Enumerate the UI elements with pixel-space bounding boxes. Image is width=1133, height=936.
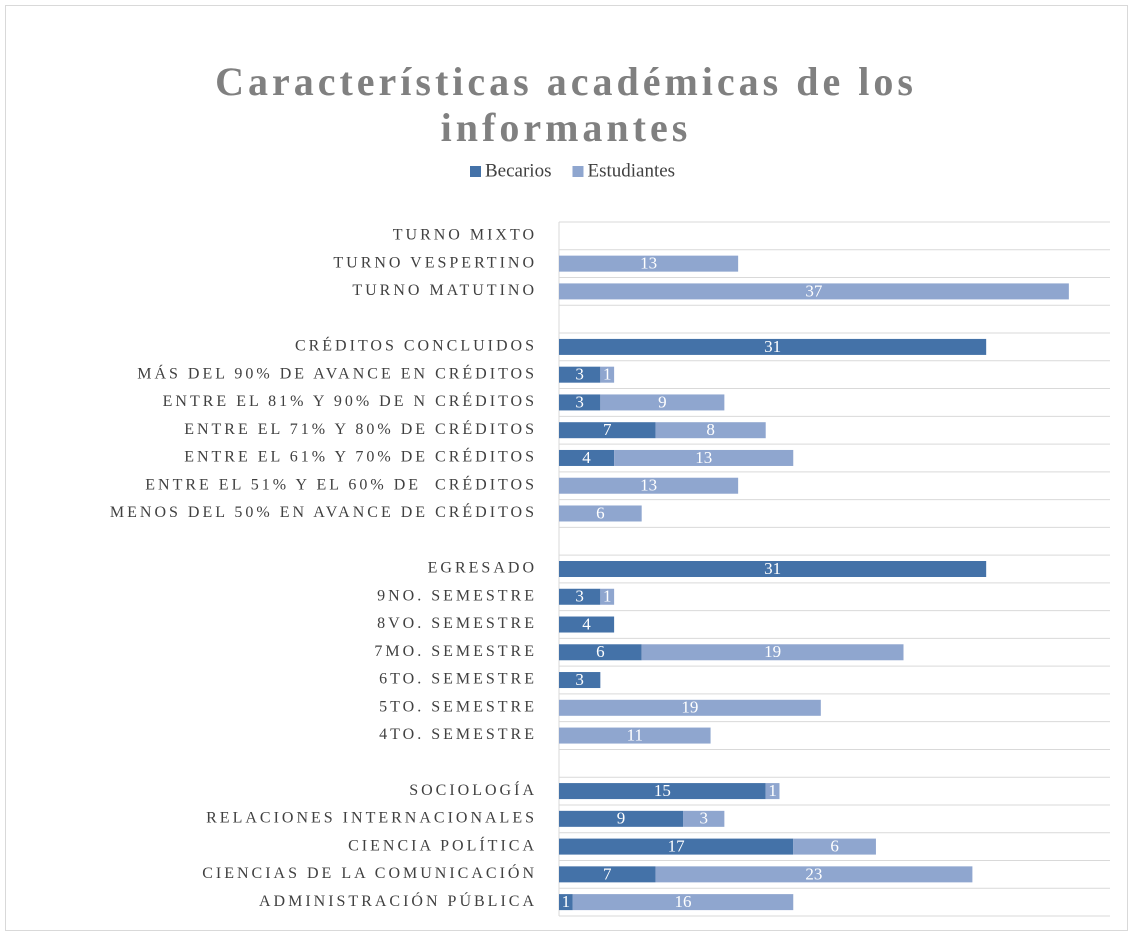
data-label: 16 [675, 892, 692, 911]
bar [559, 810, 684, 827]
legend-label: Becarios [485, 160, 551, 181]
data-label: 19 [764, 642, 781, 661]
data-label: 9 [658, 392, 667, 411]
bar [559, 783, 766, 800]
bar [765, 783, 780, 800]
data-label: 17 [668, 837, 686, 856]
y-tick-label: MÁS DEL 90% DE AVANCE EN CRÉDITOS [137, 363, 537, 382]
bar [559, 422, 656, 439]
bar [559, 561, 987, 577]
data-label: 1 [603, 587, 612, 606]
bar [683, 810, 725, 827]
bar [559, 283, 1069, 300]
y-tick-label: 9NO. SEMESTRE [377, 587, 537, 604]
data-label: 13 [640, 254, 657, 273]
bar [655, 866, 973, 883]
data-label: 19 [681, 698, 698, 717]
bar [559, 338, 987, 355]
bar [559, 588, 601, 605]
data-label: 3 [699, 809, 708, 828]
data-label: 6 [596, 642, 605, 661]
bar [600, 366, 615, 383]
bar [614, 449, 794, 466]
y-tick-label: TURNO MIXTO [393, 227, 537, 244]
legend-label: Estudiantes [587, 160, 675, 181]
bar [600, 588, 615, 605]
data-label: 15 [654, 781, 671, 800]
data-label: 1 [603, 365, 612, 384]
data-label: 3 [575, 392, 584, 411]
data-label: 6 [830, 837, 839, 856]
data-label: 4 [582, 448, 591, 467]
data-label: 8 [706, 420, 715, 439]
data-label: 7 [603, 864, 612, 883]
y-tick-label: EGRESADO [428, 560, 537, 577]
data-label: 1 [562, 892, 571, 911]
bar [559, 255, 739, 272]
data-label: 6 [596, 503, 605, 522]
bar [641, 644, 904, 661]
data-label: 1 [768, 781, 777, 800]
bar [559, 894, 573, 911]
chart-title: informantes [441, 105, 692, 150]
bar [655, 422, 766, 439]
bar [559, 366, 601, 383]
bar [559, 672, 601, 689]
bar [572, 894, 794, 911]
bar [559, 644, 642, 661]
data-label: 31 [764, 559, 781, 578]
data-label: 4 [582, 614, 591, 633]
chart-title: Características académicas de los [215, 59, 917, 104]
y-tick-label: ENTRE EL 61% Y 70% DE CRÉDITOS [184, 447, 537, 466]
data-label: 7 [603, 420, 612, 439]
bar [559, 477, 739, 494]
y-tick-label: 8VO. SEMESTRE [377, 615, 537, 632]
bar [559, 616, 615, 633]
data-label: 11 [627, 725, 643, 744]
bar [600, 394, 725, 411]
y-tick-label: TURNO MATUTINO [352, 282, 537, 299]
bar [559, 727, 711, 744]
y-tick-label: MENOS DEL 50% EN AVANCE DE CRÉDITOS [110, 502, 537, 521]
data-label: 23 [805, 864, 822, 883]
y-tick-label: 6TO. SEMESTRE [379, 671, 537, 688]
y-tick-label: ADMINISTRACIÓN PÚBLICA [259, 891, 537, 910]
bar [559, 838, 794, 855]
bar [793, 838, 876, 855]
legend-swatch [470, 166, 481, 177]
data-label: 3 [575, 670, 584, 689]
bar [559, 505, 642, 522]
y-tick-label: SOCIOLOGÍA [409, 780, 537, 799]
y-tick-label: TURNO VESPERTINO [333, 254, 537, 271]
y-tick-label: ENTRE EL 71% Y 80% DE CRÉDITOS [184, 419, 537, 438]
y-tick-label: CIENCIA POLÍTICA [348, 835, 537, 854]
y-tick-label: RELACIONES INTERNACIONALES [206, 810, 537, 827]
bar [559, 866, 656, 883]
y-tick-label: 5TO. SEMESTRE [379, 698, 537, 715]
data-label: 13 [640, 476, 657, 495]
y-tick-label: 4TO. SEMESTRE [379, 726, 537, 743]
bar [559, 394, 601, 411]
y-tick-label: ENTRE EL 51% Y EL 60% DE CRÉDITOS [145, 474, 537, 493]
data-label: 3 [575, 365, 584, 384]
chart-border [5, 5, 1128, 931]
data-label: 31 [764, 337, 781, 356]
y-tick-label: ENTRE EL 81% Y 90% DE N CRÉDITOS [163, 391, 537, 410]
y-tick-label: CIENCIAS DE LA COMUNICACIÓN [202, 863, 537, 882]
bar [559, 699, 821, 716]
bar [559, 449, 615, 466]
data-label: 9 [617, 809, 626, 828]
data-label: 13 [695, 448, 712, 467]
legend-swatch [572, 166, 584, 177]
data-label: 3 [575, 587, 584, 606]
data-label: 37 [805, 281, 823, 300]
y-tick-label: 7MO. SEMESTRE [374, 643, 537, 660]
y-tick-label: CRÉDITOS CONCLUIDOS [295, 336, 537, 355]
